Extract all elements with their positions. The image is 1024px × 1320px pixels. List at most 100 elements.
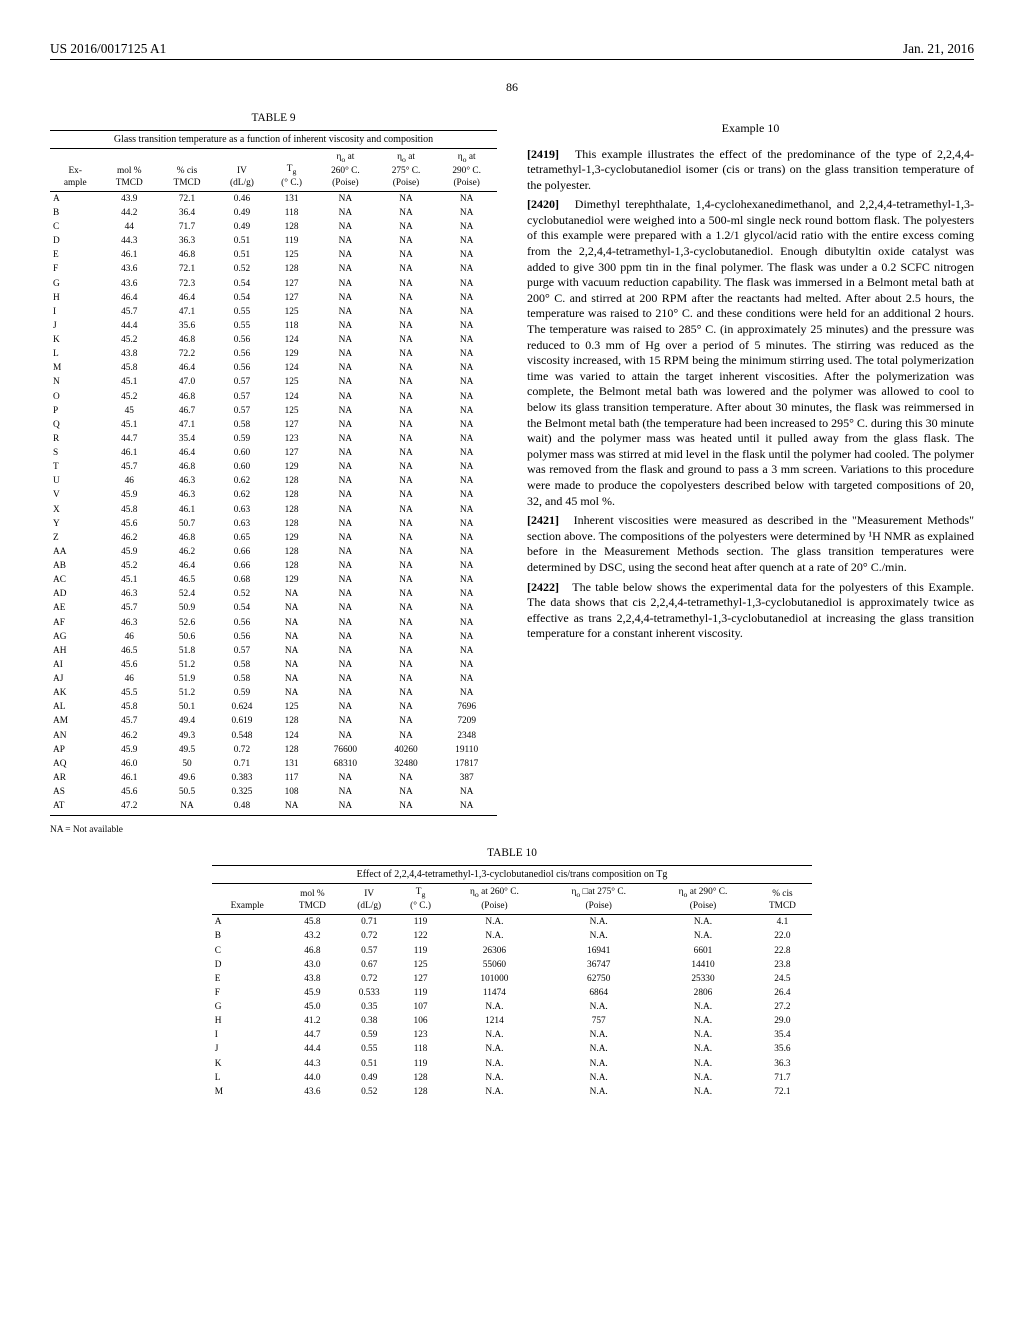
table-cell: NA <box>436 686 497 700</box>
two-column-layout: TABLE 9 Glass transition temperature as … <box>50 111 974 837</box>
table-cell: 757 <box>544 1014 653 1028</box>
table-cell: 0.59 <box>216 432 268 446</box>
table-cell: 6864 <box>544 986 653 1000</box>
table-cell: H <box>212 1014 283 1028</box>
table-cell: 45.1 <box>100 418 158 432</box>
table-cell: 46 <box>100 672 158 686</box>
table-cell: NA <box>376 291 437 305</box>
table-cell: K <box>50 333 100 347</box>
table-cell: 46.2 <box>100 729 158 743</box>
table-cell: 46.4 <box>158 559 216 573</box>
table-cell: NA <box>376 474 437 488</box>
table-cell: NA <box>376 700 437 714</box>
table-row: AH46.551.80.57NANANANA <box>50 644 497 658</box>
table-cell: 125 <box>268 700 315 714</box>
table-cell: N.A. <box>544 915 653 930</box>
table-cell: 46.2 <box>100 531 158 545</box>
table-cell: O <box>50 390 100 404</box>
table-cell: 0.72 <box>342 972 396 986</box>
table-cell: NA <box>436 559 497 573</box>
table-cell: 123 <box>396 1028 445 1042</box>
table-cell: B <box>212 929 283 943</box>
table-cell: NA <box>315 206 376 220</box>
table-cell: 0.56 <box>216 616 268 630</box>
table-cell: NA <box>376 319 437 333</box>
table-row: G45.00.35107N.A.N.A.N.A.27.2 <box>212 1000 813 1014</box>
table-cell: NA <box>315 262 376 276</box>
table-cell: 0.56 <box>216 347 268 361</box>
table9-label: TABLE 9 <box>50 111 497 126</box>
table-cell: 106 <box>396 1014 445 1028</box>
table-row: AI45.651.20.58NANANANA <box>50 658 497 672</box>
table-cell: NA <box>436 616 497 630</box>
table-cell: AS <box>50 785 100 799</box>
table-cell: 119 <box>268 234 315 248</box>
table10: Examplemol %TMCDIV(dL/g)Tg(° C.)ηo at 26… <box>212 884 813 1099</box>
table-cell: 46.8 <box>158 248 216 262</box>
table-cell: 46.1 <box>158 503 216 517</box>
table-cell: 127 <box>268 446 315 460</box>
table-cell: N.A. <box>544 1085 653 1099</box>
table-cell: NA <box>376 644 437 658</box>
table-cell: 101000 <box>445 972 544 986</box>
table-cell: N.A. <box>445 1085 544 1099</box>
table-cell: NA <box>436 418 497 432</box>
table-cell: 7209 <box>436 714 497 728</box>
table-cell: NA <box>268 644 315 658</box>
table-row: B43.20.72122N.A.N.A.N.A.22.0 <box>212 929 813 943</box>
table-cell: NA <box>436 644 497 658</box>
table-cell: NA <box>315 531 376 545</box>
table-cell: NA <box>376 517 437 531</box>
table-cell: 0.66 <box>216 559 268 573</box>
table-cell: N.A. <box>544 1028 653 1042</box>
table-cell: 0.62 <box>216 488 268 502</box>
table-cell: NA <box>315 714 376 728</box>
table-cell: 50 <box>158 757 216 771</box>
table-cell: 46.8 <box>158 460 216 474</box>
table-cell: 72.1 <box>158 191 216 206</box>
table-cell: 0.56 <box>216 630 268 644</box>
table-cell: NA <box>315 601 376 615</box>
table-cell: 36.3 <box>158 234 216 248</box>
table-cell: 0.52 <box>216 587 268 601</box>
table-cell: 0.533 <box>342 986 396 1000</box>
table-cell: 46.8 <box>158 390 216 404</box>
table-cell: U <box>50 474 100 488</box>
table-row: M43.60.52128N.A.N.A.N.A.72.1 <box>212 1085 813 1099</box>
table-cell: 22.0 <box>753 929 813 943</box>
table-row: I44.70.59123N.A.N.A.N.A.35.4 <box>212 1028 813 1042</box>
table-cell: 0.65 <box>216 531 268 545</box>
table-cell: 0.57 <box>216 390 268 404</box>
table-cell: 128 <box>396 1085 445 1099</box>
table-cell: 128 <box>268 714 315 728</box>
table-cell: NA <box>376 601 437 615</box>
column-header: ηo at275° C.(Poise) <box>376 149 437 192</box>
table-cell: 131 <box>268 191 315 206</box>
table-cell: N.A. <box>445 929 544 943</box>
para-text: This example illustrates the effect of t… <box>527 147 974 192</box>
table-cell: 35.4 <box>158 432 216 446</box>
table-cell: 45.7 <box>100 460 158 474</box>
table-cell: NA <box>315 616 376 630</box>
table-cell: H <box>50 291 100 305</box>
table-cell: NA <box>315 404 376 418</box>
table-cell: NA <box>268 686 315 700</box>
table-cell: 46.5 <box>100 644 158 658</box>
para-num: [2421] <box>527 513 559 527</box>
table-row: AL45.850.10.624125NANA7696 <box>50 700 497 714</box>
table-cell: P <box>50 404 100 418</box>
table-cell: 35.6 <box>753 1042 813 1056</box>
table-cell: N.A. <box>653 1042 752 1056</box>
table-cell: 0.60 <box>216 446 268 460</box>
table-cell: NA <box>376 375 437 389</box>
table-cell: 35.6 <box>158 319 216 333</box>
table-cell: 124 <box>268 390 315 404</box>
table-cell: 0.72 <box>342 929 396 943</box>
table-row: M45.846.40.56124NANANA <box>50 361 497 375</box>
table-row: R44.735.40.59123NANANA <box>50 432 497 446</box>
table-cell: K <box>212 1057 283 1071</box>
table-cell: 45.8 <box>283 915 343 930</box>
table-cell: 50.5 <box>158 785 216 799</box>
table-cell: N.A. <box>653 1085 752 1099</box>
table-row: T45.746.80.60129NANANA <box>50 460 497 474</box>
